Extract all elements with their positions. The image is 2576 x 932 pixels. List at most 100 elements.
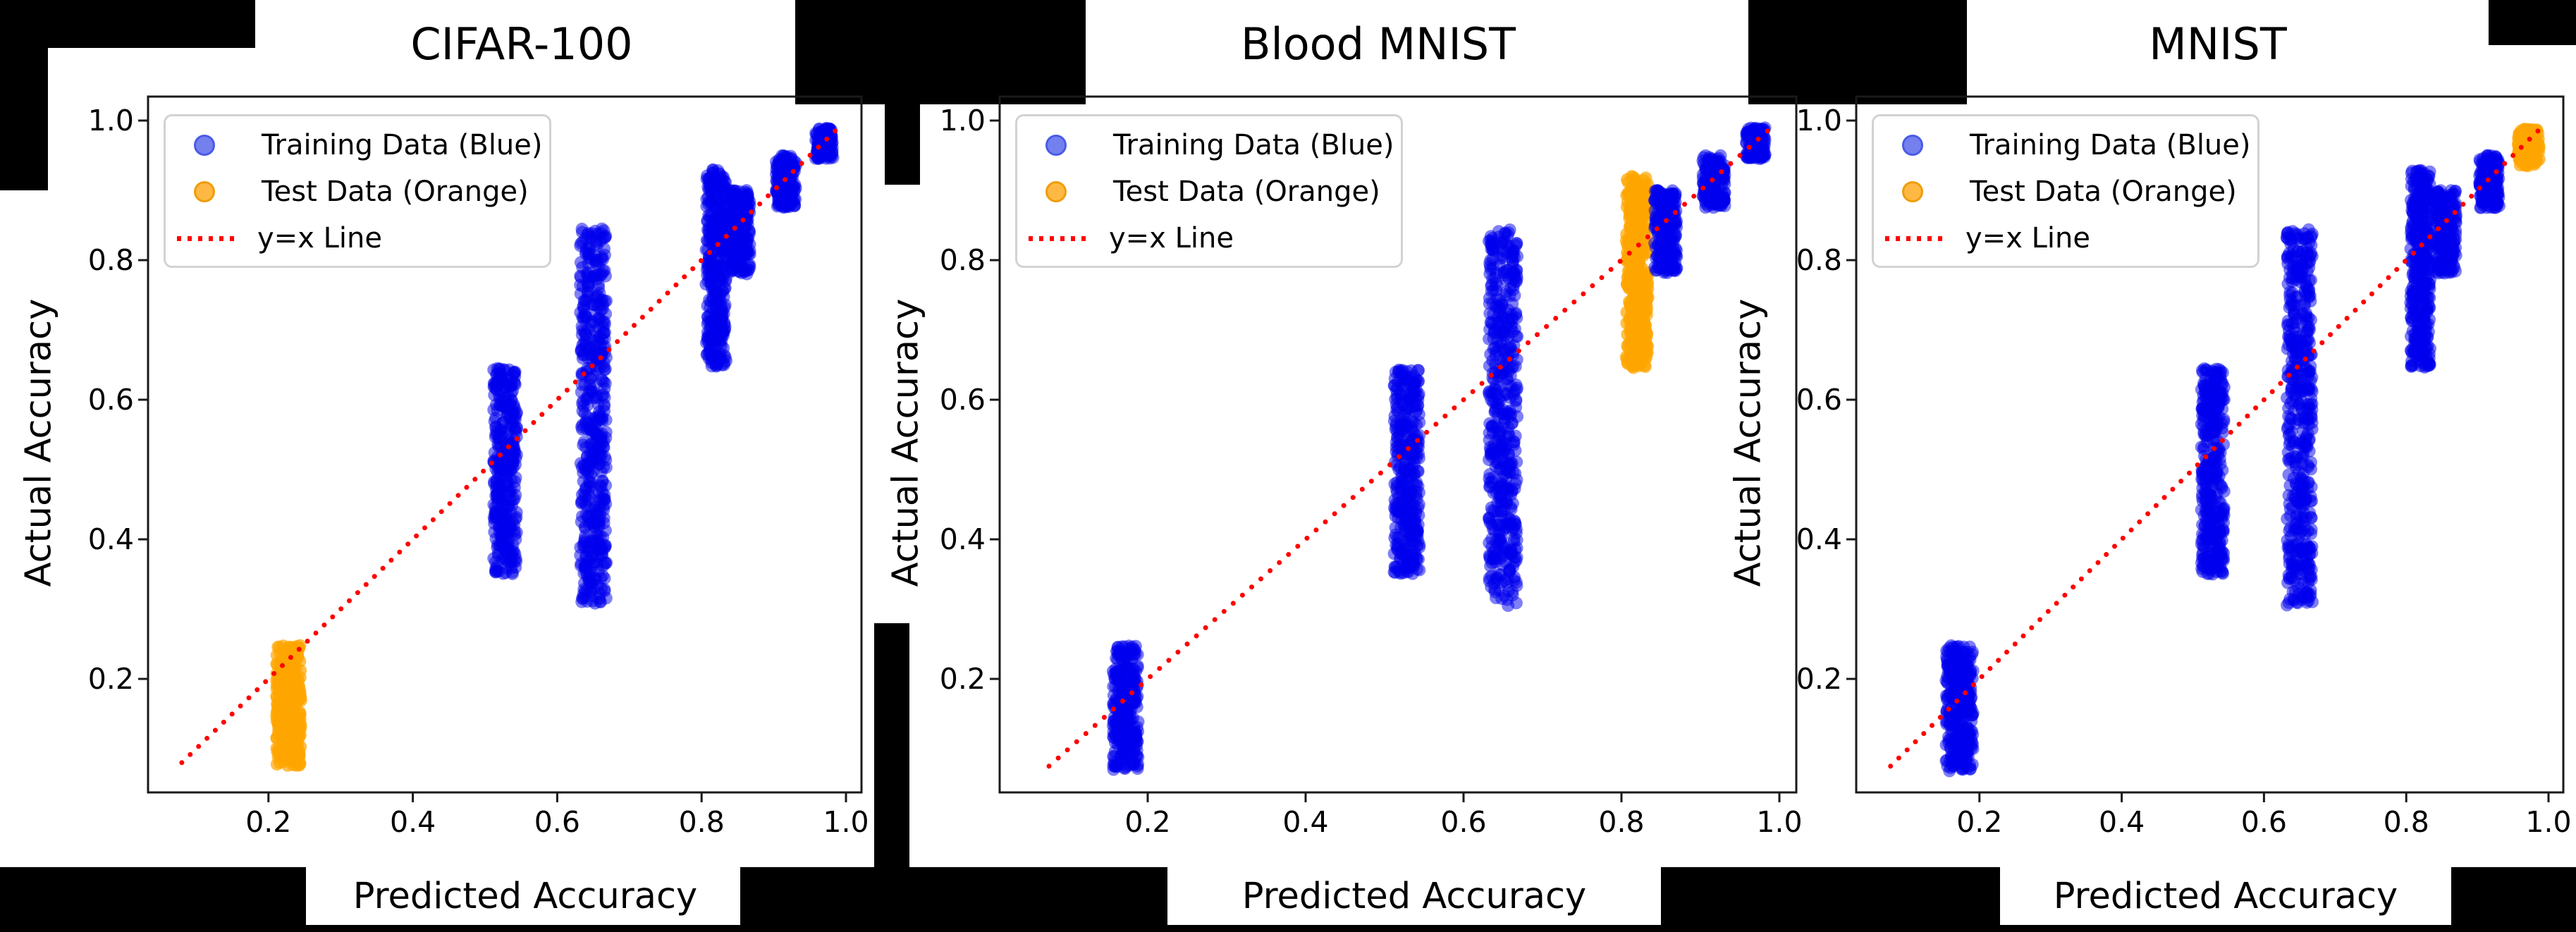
legend-item-training-data: Training Data (Blue) xyxy=(1017,122,1401,168)
legend-label: Training Data (Blue) xyxy=(262,129,543,161)
legend-label: Test Data (Orange) xyxy=(1970,176,2237,208)
chart-title-blood-mnist: Blood MNIST xyxy=(1240,18,1516,70)
legend-label: Training Data (Blue) xyxy=(1970,129,2251,161)
x-tick-label: 0.4 xyxy=(1282,805,1328,839)
x-tick-label: 0.4 xyxy=(390,805,436,839)
y-tick-label: 0.6 xyxy=(940,383,986,417)
dotted-line-icon xyxy=(1029,235,1089,241)
training-data-cluster xyxy=(770,149,803,214)
x-tick-label: 0.6 xyxy=(534,805,580,839)
chart-title-cifar100: CIFAR-100 xyxy=(410,18,633,70)
background-mask xyxy=(874,623,909,867)
x-tick-label: 1.0 xyxy=(1756,805,1802,839)
axes-frame xyxy=(1855,95,2565,794)
training-data-cluster xyxy=(723,184,756,281)
x-tick-label: 0.4 xyxy=(2099,805,2145,839)
train-marker-icon xyxy=(1902,135,1923,156)
legend-label: y=x Line xyxy=(1965,222,2090,255)
legend-item-training-data: Training Data (Blue) xyxy=(166,122,549,168)
training-data-cluster xyxy=(574,222,613,610)
legend-panel-1: Training Data (Blue) Test Data (Orange) … xyxy=(164,114,551,268)
y-tick-label: 0.4 xyxy=(88,522,134,556)
test-data-cluster xyxy=(2511,123,2546,173)
xlabel-tab-panel-2 xyxy=(1167,867,1661,925)
x-axis-label-panel-3: Predicted Accuracy xyxy=(2053,876,2398,917)
training-data-cluster xyxy=(1939,639,1980,778)
background-mask xyxy=(2489,0,2576,45)
y-tick-label: 0.8 xyxy=(88,243,134,277)
x-tick-label: 1.0 xyxy=(2525,805,2571,839)
legend-label: y=x Line xyxy=(1109,222,1234,255)
test-marker-icon xyxy=(194,181,215,202)
y-tick-label: 0.6 xyxy=(1796,383,1842,417)
y-tick-label: 0.6 xyxy=(88,383,134,417)
test-data-cluster xyxy=(1619,170,1655,374)
y-tick-label: 0.8 xyxy=(940,243,986,277)
identity-line xyxy=(1046,128,1770,769)
training-data-cluster xyxy=(809,121,840,165)
legend-panel-3: Training Data (Blue) Test Data (Orange) … xyxy=(1872,114,2259,268)
axes-panel-1: 0.2 0.4 0.6 0.8 1.0 0.2 0.4 0.6 0.8 1.0 xyxy=(88,95,869,839)
background-mask xyxy=(795,0,1086,104)
axes-panel-3: 0.2 0.4 0.6 0.8 1.0 0.2 0.4 0.6 0.8 1.0 xyxy=(1796,95,2572,839)
x-tick-label: 0.6 xyxy=(1440,805,1486,839)
legend-item-yx-line: y=x Line xyxy=(166,215,549,262)
y-tick-label: 0.2 xyxy=(88,662,134,696)
x-tick-label: 0.8 xyxy=(2384,805,2429,839)
training-data-cluster xyxy=(2473,149,2506,214)
y-tick-label: 1.0 xyxy=(88,104,134,137)
training-data-cluster xyxy=(2280,223,2319,612)
dotted-line-icon xyxy=(1885,235,1946,241)
legend-label: y=x Line xyxy=(257,222,382,255)
x-tick-label: 0.2 xyxy=(245,805,291,839)
x-axis-label-panel-1: Predicted Accuracy xyxy=(352,876,698,917)
training-data-cluster xyxy=(1648,184,1683,279)
legend-item-test-data: Test Data (Orange) xyxy=(1874,168,2257,215)
test-marker-icon xyxy=(1045,181,1067,202)
legend-item-yx-line: y=x Line xyxy=(1874,215,2257,262)
legend-item-test-data: Test Data (Orange) xyxy=(1017,168,1401,215)
test-marker-icon xyxy=(1902,181,1923,202)
training-data-cluster xyxy=(1106,639,1145,776)
legend-item-training-data: Training Data (Blue) xyxy=(1874,122,2257,168)
x-tick-label: 0.6 xyxy=(2241,805,2287,839)
train-marker-icon xyxy=(194,135,215,156)
chart-title-mnist: MNIST xyxy=(2149,18,2287,70)
y-tick-label: 0.8 xyxy=(1796,243,1842,277)
training-data-cluster xyxy=(487,362,523,580)
y-tick-label: 0.4 xyxy=(1796,522,1842,556)
background-mask xyxy=(1748,0,1967,104)
training-data-cluster xyxy=(699,163,732,373)
axes-panel-2: 0.2 0.4 0.6 0.8 1.0 0.2 0.4 0.6 0.8 1.0 xyxy=(940,95,1803,839)
dotted-line-icon xyxy=(177,235,238,241)
y-tick-label: 1.0 xyxy=(940,104,986,137)
legend-item-test-data: Test Data (Orange) xyxy=(166,168,549,215)
x-tick-label: 0.8 xyxy=(1598,805,1644,839)
train-marker-icon xyxy=(1045,135,1067,156)
x-tick-label: 1.0 xyxy=(823,805,869,839)
training-data-cluster xyxy=(1482,223,1524,612)
y-tick-label: 0.2 xyxy=(940,662,986,696)
identity-line xyxy=(1888,128,2541,769)
training-data-cluster xyxy=(2195,362,2231,581)
legend-label: Test Data (Orange) xyxy=(262,176,529,208)
xlabel-tab-panel-1 xyxy=(306,867,740,925)
training-data-cluster xyxy=(1740,121,1772,166)
legend-panel-2: Training Data (Blue) Test Data (Orange) … xyxy=(1015,114,1403,268)
y-tick-label: 1.0 xyxy=(1796,104,1842,137)
xlabel-tab-panel-3 xyxy=(2000,867,2451,925)
identity-line xyxy=(179,128,838,766)
test-data-cluster xyxy=(270,639,307,772)
background-mask xyxy=(885,104,920,185)
x-tick-label: 0.2 xyxy=(1956,805,2002,839)
y-tick-label: 0.4 xyxy=(940,522,986,556)
legend-item-yx-line: y=x Line xyxy=(1017,215,1401,262)
training-data-cluster xyxy=(1387,363,1426,580)
training-data-cluster xyxy=(2429,184,2462,280)
axes-frame xyxy=(998,95,1798,794)
background-mask xyxy=(0,0,48,190)
legend-label: Training Data (Blue) xyxy=(1113,129,1394,161)
x-tick-label: 0.8 xyxy=(679,805,725,839)
